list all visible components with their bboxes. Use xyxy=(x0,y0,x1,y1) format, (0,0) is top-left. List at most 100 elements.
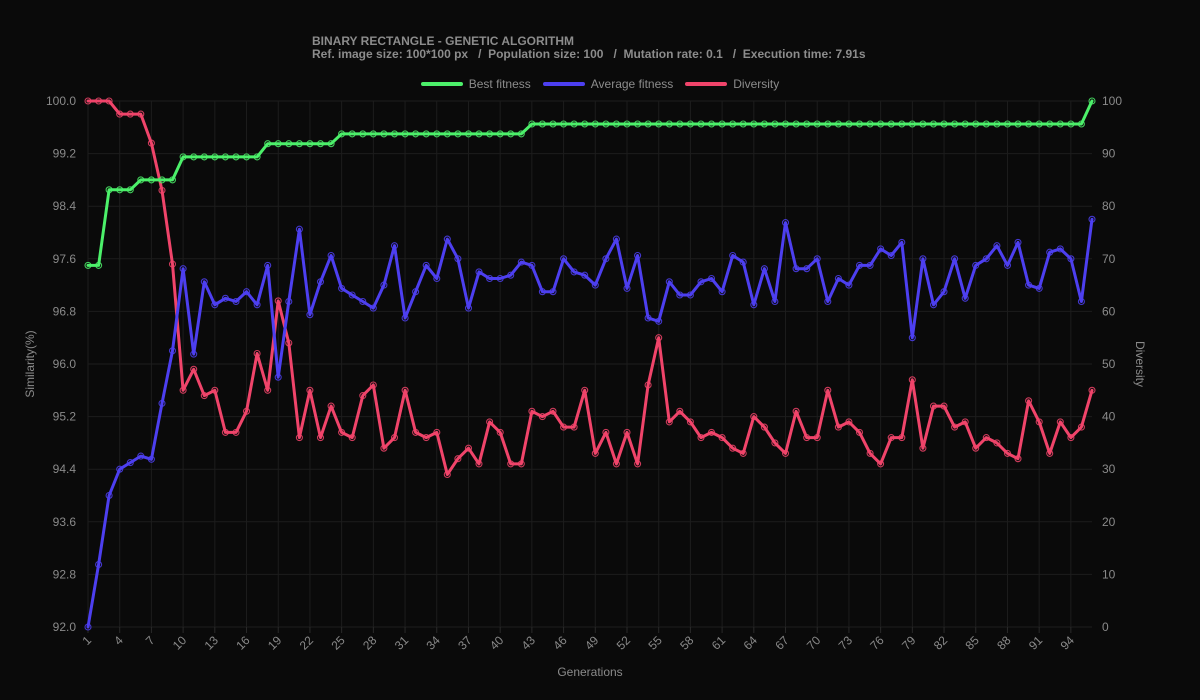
data-point-diversity[interactable] xyxy=(1025,397,1033,405)
data-point-diversity[interactable] xyxy=(845,418,853,426)
data-point-average[interactable] xyxy=(1003,261,1012,269)
data-point-best[interactable] xyxy=(116,186,124,194)
data-point-best[interactable] xyxy=(951,120,959,128)
data-point-average[interactable] xyxy=(951,255,959,263)
data-point-diversity[interactable] xyxy=(443,470,451,479)
data-point-diversity[interactable] xyxy=(1035,418,1043,426)
data-point-diversity[interactable] xyxy=(919,444,927,452)
data-point-best[interactable] xyxy=(1003,120,1012,128)
data-point-average[interactable] xyxy=(1088,215,1096,223)
data-point-diversity[interactable] xyxy=(486,418,494,426)
data-point-average[interactable] xyxy=(84,623,92,631)
data-point-average[interactable] xyxy=(1056,245,1064,253)
data-point-diversity[interactable] xyxy=(137,110,145,118)
data-point-diversity[interactable] xyxy=(422,434,430,442)
data-point-best[interactable] xyxy=(634,120,642,128)
legend-item-diversity[interactable]: Diversity xyxy=(683,77,781,91)
data-point-best[interactable] xyxy=(834,120,842,128)
data-point-average[interactable] xyxy=(929,301,938,309)
data-point-diversity[interactable] xyxy=(338,428,346,436)
data-point-best[interactable] xyxy=(412,130,420,138)
data-point-diversity[interactable] xyxy=(972,444,980,452)
data-point-diversity[interactable] xyxy=(729,444,737,452)
data-point-diversity[interactable] xyxy=(84,97,92,105)
data-point-best[interactable] xyxy=(517,130,525,138)
data-point-average[interactable] xyxy=(327,251,335,260)
data-point-best[interactable] xyxy=(718,120,726,128)
data-point-diversity[interactable] xyxy=(655,334,663,342)
data-point-diversity[interactable] xyxy=(454,455,462,463)
data-point-best[interactable] xyxy=(1056,120,1064,128)
data-point-best[interactable] xyxy=(200,153,208,161)
data-point-diversity[interactable] xyxy=(232,428,240,436)
data-point-diversity[interactable] xyxy=(634,460,642,468)
data-point-best[interactable] xyxy=(623,120,631,128)
data-point-average[interactable] xyxy=(866,261,874,269)
data-point-diversity[interactable] xyxy=(464,444,473,452)
data-point-best[interactable] xyxy=(739,120,747,128)
data-point-best[interactable] xyxy=(359,130,367,138)
data-point-diversity[interactable] xyxy=(116,110,124,118)
data-point-diversity[interactable] xyxy=(940,402,948,410)
data-point-best[interactable] xyxy=(433,130,441,138)
data-point-best[interactable] xyxy=(221,153,229,161)
data-point-average[interactable] xyxy=(697,278,705,286)
data-point-best[interactable] xyxy=(750,120,758,128)
data-point-average[interactable] xyxy=(908,334,916,342)
data-point-best[interactable] xyxy=(760,120,768,128)
data-point-best[interactable] xyxy=(993,120,1001,128)
data-point-best[interactable] xyxy=(602,120,610,128)
data-point-average[interactable] xyxy=(517,258,525,266)
data-point-diversity[interactable] xyxy=(1056,418,1064,426)
data-point-best[interactable] xyxy=(464,130,473,138)
data-point-best[interactable] xyxy=(253,153,261,161)
data-point-diversity[interactable] xyxy=(750,413,758,421)
data-point-diversity[interactable] xyxy=(591,449,599,457)
data-point-diversity[interactable] xyxy=(390,434,399,442)
data-point-average[interactable] xyxy=(570,268,578,276)
data-point-diversity[interactable] xyxy=(538,413,546,421)
data-point-average[interactable] xyxy=(338,284,346,292)
data-point-diversity[interactable] xyxy=(803,434,811,442)
data-point-best[interactable] xyxy=(813,120,821,128)
data-point-average[interactable] xyxy=(982,255,990,263)
data-point-best[interactable] xyxy=(422,130,430,138)
data-point-best[interactable] xyxy=(95,261,103,269)
data-point-best[interactable] xyxy=(538,120,546,128)
data-point-best[interactable] xyxy=(105,186,113,194)
data-point-average[interactable] xyxy=(581,271,589,279)
data-point-average[interactable] xyxy=(369,304,377,312)
data-point-diversity[interactable] xyxy=(475,460,483,468)
data-point-best[interactable] xyxy=(496,130,504,138)
data-point-diversity[interactable] xyxy=(359,392,367,400)
data-point-best[interactable] xyxy=(327,140,335,148)
data-point-best[interactable] xyxy=(126,186,134,194)
data-point-best[interactable] xyxy=(697,120,705,128)
data-point-average[interactable] xyxy=(168,347,177,355)
data-point-best[interactable] xyxy=(454,130,462,138)
data-point-best[interactable] xyxy=(591,120,599,128)
data-point-diversity[interactable] xyxy=(348,434,356,442)
data-point-diversity[interactable] xyxy=(866,449,874,457)
data-point-diversity[interactable] xyxy=(369,381,377,389)
data-point-diversity[interactable] xyxy=(95,97,103,105)
data-point-best[interactable] xyxy=(792,120,800,128)
data-point-diversity[interactable] xyxy=(496,428,504,436)
data-point-average[interactable] xyxy=(623,284,631,292)
data-point-average[interactable] xyxy=(443,235,451,243)
data-point-diversity[interactable] xyxy=(898,434,906,442)
data-point-diversity[interactable] xyxy=(739,449,747,457)
data-point-average[interactable] xyxy=(803,265,811,273)
data-point-diversity[interactable] xyxy=(211,386,219,394)
data-point-best[interactable] xyxy=(855,120,864,128)
data-point-diversity[interactable] xyxy=(380,444,388,452)
data-point-diversity[interactable] xyxy=(951,423,959,431)
data-point-average[interactable] xyxy=(285,297,293,306)
data-point-diversity[interactable] xyxy=(1067,434,1075,442)
data-point-average[interactable] xyxy=(887,251,895,260)
data-point-best[interactable] xyxy=(390,130,399,138)
data-point-average[interactable] xyxy=(1035,284,1043,292)
data-point-best[interactable] xyxy=(803,120,811,128)
data-point-best[interactable] xyxy=(707,120,716,128)
data-point-diversity[interactable] xyxy=(168,260,177,268)
